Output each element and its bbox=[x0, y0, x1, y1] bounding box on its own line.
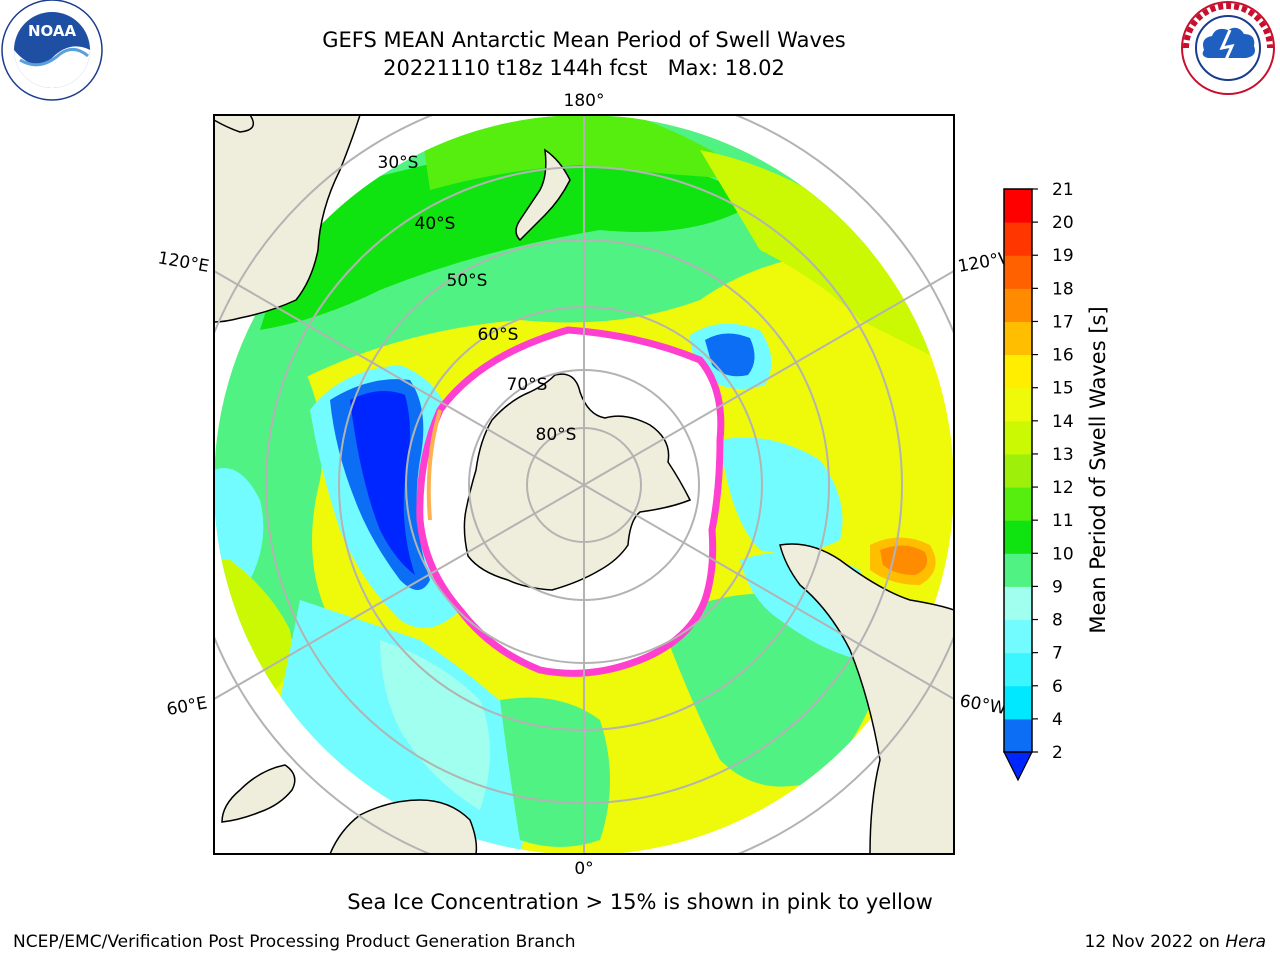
colorbar-segment bbox=[1004, 487, 1032, 521]
nws-logo bbox=[1181, 1, 1275, 95]
footer-credit: NCEP/EMC/Verification Post Processing Pr… bbox=[13, 932, 576, 952]
colorbar-frame bbox=[1003, 188, 1033, 753]
colorbar-tick-label: 17 bbox=[1052, 312, 1074, 332]
colorbar-tick-label: 6 bbox=[1052, 677, 1063, 697]
lon-label-180: 180° bbox=[564, 91, 605, 111]
colorbar-tick-label: 18 bbox=[1052, 279, 1074, 299]
colorbar-segment bbox=[1004, 222, 1032, 256]
lat-label-50s: 50°S bbox=[447, 271, 488, 291]
lat-label-40s: 40°S bbox=[415, 214, 456, 234]
map-frame bbox=[213, 114, 955, 855]
colorbar-segment bbox=[1004, 321, 1032, 356]
colorbar-segment bbox=[1004, 387, 1032, 422]
footer-date: 12 Nov 2022 on Hera bbox=[1084, 932, 1266, 952]
colorbar-segment bbox=[1004, 255, 1032, 289]
colorbar-tick-label: 7 bbox=[1052, 644, 1063, 664]
south-america-land bbox=[779, 543, 954, 854]
lat-label-60s: 60°S bbox=[478, 325, 519, 345]
lon-label-60w: 60°W bbox=[958, 691, 1008, 719]
madagascar-land bbox=[221, 764, 296, 823]
colorbar-segment bbox=[1004, 420, 1032, 455]
svg-text:NOAA: NOAA bbox=[28, 22, 77, 40]
colorbar-segment bbox=[1004, 354, 1032, 389]
lat-label-70s: 70°S bbox=[507, 375, 548, 395]
colorbar-segment bbox=[1004, 453, 1032, 488]
colorbar-segment bbox=[1004, 718, 1032, 753]
lon-label-120e: 120°E bbox=[156, 248, 210, 277]
colorbar-tick-label: 13 bbox=[1052, 445, 1074, 465]
colorbar-tick-label: 8 bbox=[1052, 611, 1063, 631]
noaa-logo: NOAA bbox=[1, 0, 103, 101]
lon-label-0: 0° bbox=[574, 859, 593, 879]
colorbar: 2 4 6 7 8 9 10 11 12 13 14 15 16 17 18 19 20 21 bbox=[1003, 180, 1074, 782]
colorbar-segment bbox=[1004, 520, 1032, 554]
africa-land bbox=[329, 799, 478, 854]
colorbar-tick-label: 2 bbox=[1052, 743, 1063, 763]
map-area bbox=[214, 115, 954, 854]
new-zealand-land bbox=[515, 148, 571, 242]
colorbar-segment bbox=[1004, 652, 1032, 687]
colorbar-segment bbox=[1004, 619, 1032, 654]
lat-label-30s: 30°S bbox=[378, 153, 419, 173]
chart-subtitle: 20221110 t18z 144h fcst Max: 18.02 bbox=[383, 56, 785, 80]
colorbar-tick-label: 12 bbox=[1052, 478, 1074, 498]
colorbar-segment bbox=[1004, 189, 1032, 223]
colorbar-tick-label: 20 bbox=[1052, 213, 1074, 233]
colorbar-tick-label: 15 bbox=[1052, 379, 1074, 399]
colorbar-segment bbox=[1004, 685, 1032, 720]
colorbar-label: Mean Period of Swell Waves [s] bbox=[1086, 306, 1110, 633]
lat-label-80s: 80°S bbox=[536, 425, 577, 445]
lon-label-60e: 60°E bbox=[165, 693, 209, 720]
chart-title: GEFS MEAN Antarctic Mean Period of Swell… bbox=[322, 28, 846, 52]
colorbar-tick-label: 19 bbox=[1052, 246, 1074, 266]
colorbar-segment bbox=[1004, 553, 1032, 587]
colorbar-tick-label: 11 bbox=[1052, 511, 1074, 531]
colorbar-extend-min bbox=[1003, 751, 1033, 782]
footer-date-text: 12 Nov 2022 on bbox=[1084, 932, 1220, 952]
longitude-gridlines bbox=[214, 115, 954, 854]
colorbar-tick-label: 14 bbox=[1052, 412, 1074, 432]
colorbar-tick-label: 4 bbox=[1052, 710, 1063, 730]
colorbar-tick-label: 21 bbox=[1052, 180, 1074, 200]
footer-system: Hera bbox=[1225, 932, 1266, 952]
colorbar-segment bbox=[1004, 288, 1032, 322]
colorbar-segment bbox=[1004, 586, 1032, 621]
colorbar-tick-label: 9 bbox=[1052, 577, 1063, 597]
colorbar-tick-label: 10 bbox=[1052, 544, 1074, 564]
sea-ice-note: Sea Ice Concentration > 15% is shown in … bbox=[347, 890, 933, 914]
colorbar-tick-label: 16 bbox=[1052, 346, 1074, 366]
